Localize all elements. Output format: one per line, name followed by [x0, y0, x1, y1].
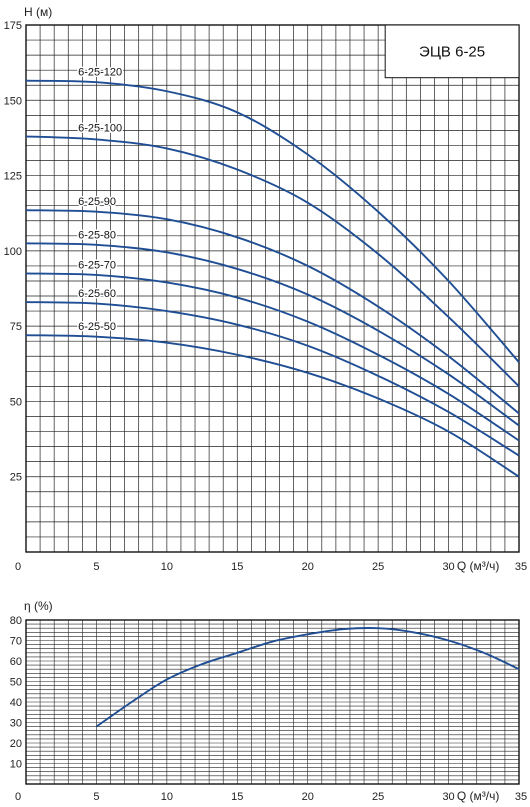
- head-chart: ЭЦВ 6-25 25 50 75 100 125 150 175 0 5 10 15 20 25 30 35…: [4, 5, 527, 573]
- efficiency-x-tick-label: 15: [231, 791, 243, 803]
- efficiency-x-tick-label: 20: [302, 791, 314, 803]
- efficiency-x-tick-label: 25: [372, 791, 384, 803]
- head-curve-6-25-100: [25, 135, 520, 388]
- efficiency-x-tick-label: 10: [161, 791, 173, 803]
- efficiency-chart: 10 20 30 40 50 60 70 80 0 5 10 15 20 25 30 35 η (%) Q (м³…: [10, 599, 527, 803]
- head-x-tick-label: 20: [302, 561, 314, 573]
- efficiency-curve: [95, 627, 520, 728]
- efficiency-x-tick-label: 35: [515, 791, 527, 803]
- head-x-tick-label: 5: [93, 561, 99, 573]
- head-y-tick-label: 175: [4, 20, 22, 32]
- efficiency-y-axis-title: η (%): [24, 599, 53, 613]
- efficiency-plot-frame: [25, 619, 520, 785]
- head-x-axis-title: Q (м³/ч): [457, 559, 500, 573]
- efficiency-grid: [26, 620, 519, 784]
- series-label-6-25-60: 6-25-60: [78, 288, 116, 300]
- efficiency-x-tick-label: 30: [442, 791, 454, 803]
- efficiency-y-tick-label: 20: [10, 738, 22, 750]
- efficiency-y-tick-label: 80: [10, 615, 22, 627]
- efficiency-y-tick-label: 60: [10, 656, 22, 668]
- series-label-6-25-70: 6-25-70: [78, 259, 116, 271]
- head-curve-6-25-50: [25, 334, 520, 478]
- head-x-tick-label: 10: [161, 561, 173, 573]
- head-plot-frame: [25, 24, 520, 553]
- efficiency-y-tick-label: 30: [10, 718, 22, 730]
- chart-title: ЭЦВ 6-25: [419, 43, 485, 60]
- head-y-tick-label: 25: [10, 472, 22, 484]
- head-x-tick-label: 30: [442, 561, 454, 573]
- efficiency-x-tick-label: 0: [15, 791, 21, 803]
- series-label-6-25-120: 6-25-120: [78, 67, 122, 79]
- head-y-tick-label: 100: [4, 246, 22, 258]
- head-y-tick-label: 50: [10, 396, 22, 408]
- efficiency-x-axis-title: Q (м³/ч): [457, 789, 500, 803]
- title-box: [384, 24, 520, 79]
- series-label-6-25-100: 6-25-100: [78, 122, 122, 134]
- head-y-tick-label: 150: [4, 95, 22, 107]
- efficiency-y-tick-label: 70: [10, 636, 22, 648]
- head-y-axis-title: Н (м): [24, 5, 52, 19]
- head-curve-6-25-70: [25, 272, 520, 442]
- head-x-tick-label: 35: [515, 561, 527, 573]
- series-label-6-25-90: 6-25-90: [78, 196, 116, 208]
- head-x-tick-label: 0: [15, 561, 21, 573]
- series-label-6-25-50: 6-25-50: [78, 321, 116, 333]
- efficiency-y-tick-label: 10: [10, 759, 22, 771]
- head-plot-area: [26, 25, 519, 552]
- head-x-tick-label: 15: [231, 561, 243, 573]
- head-y-tick-label: 125: [4, 171, 22, 183]
- head-grid: [26, 25, 519, 552]
- efficiency-y-tick-label: 50: [10, 677, 22, 689]
- head-curve-6-25-80: [25, 242, 520, 427]
- series-label-6-25-80: 6-25-80: [78, 229, 116, 241]
- head-curve-6-25-120: [25, 79, 520, 363]
- head-x-tick-label: 25: [372, 561, 384, 573]
- efficiency-y-tick-label: 40: [10, 697, 22, 709]
- efficiency-x-tick-label: 5: [93, 791, 99, 803]
- head-curve-6-25-60: [25, 301, 520, 457]
- head-curve-6-25-90: [25, 209, 520, 415]
- head-y-tick-label: 75: [10, 321, 22, 333]
